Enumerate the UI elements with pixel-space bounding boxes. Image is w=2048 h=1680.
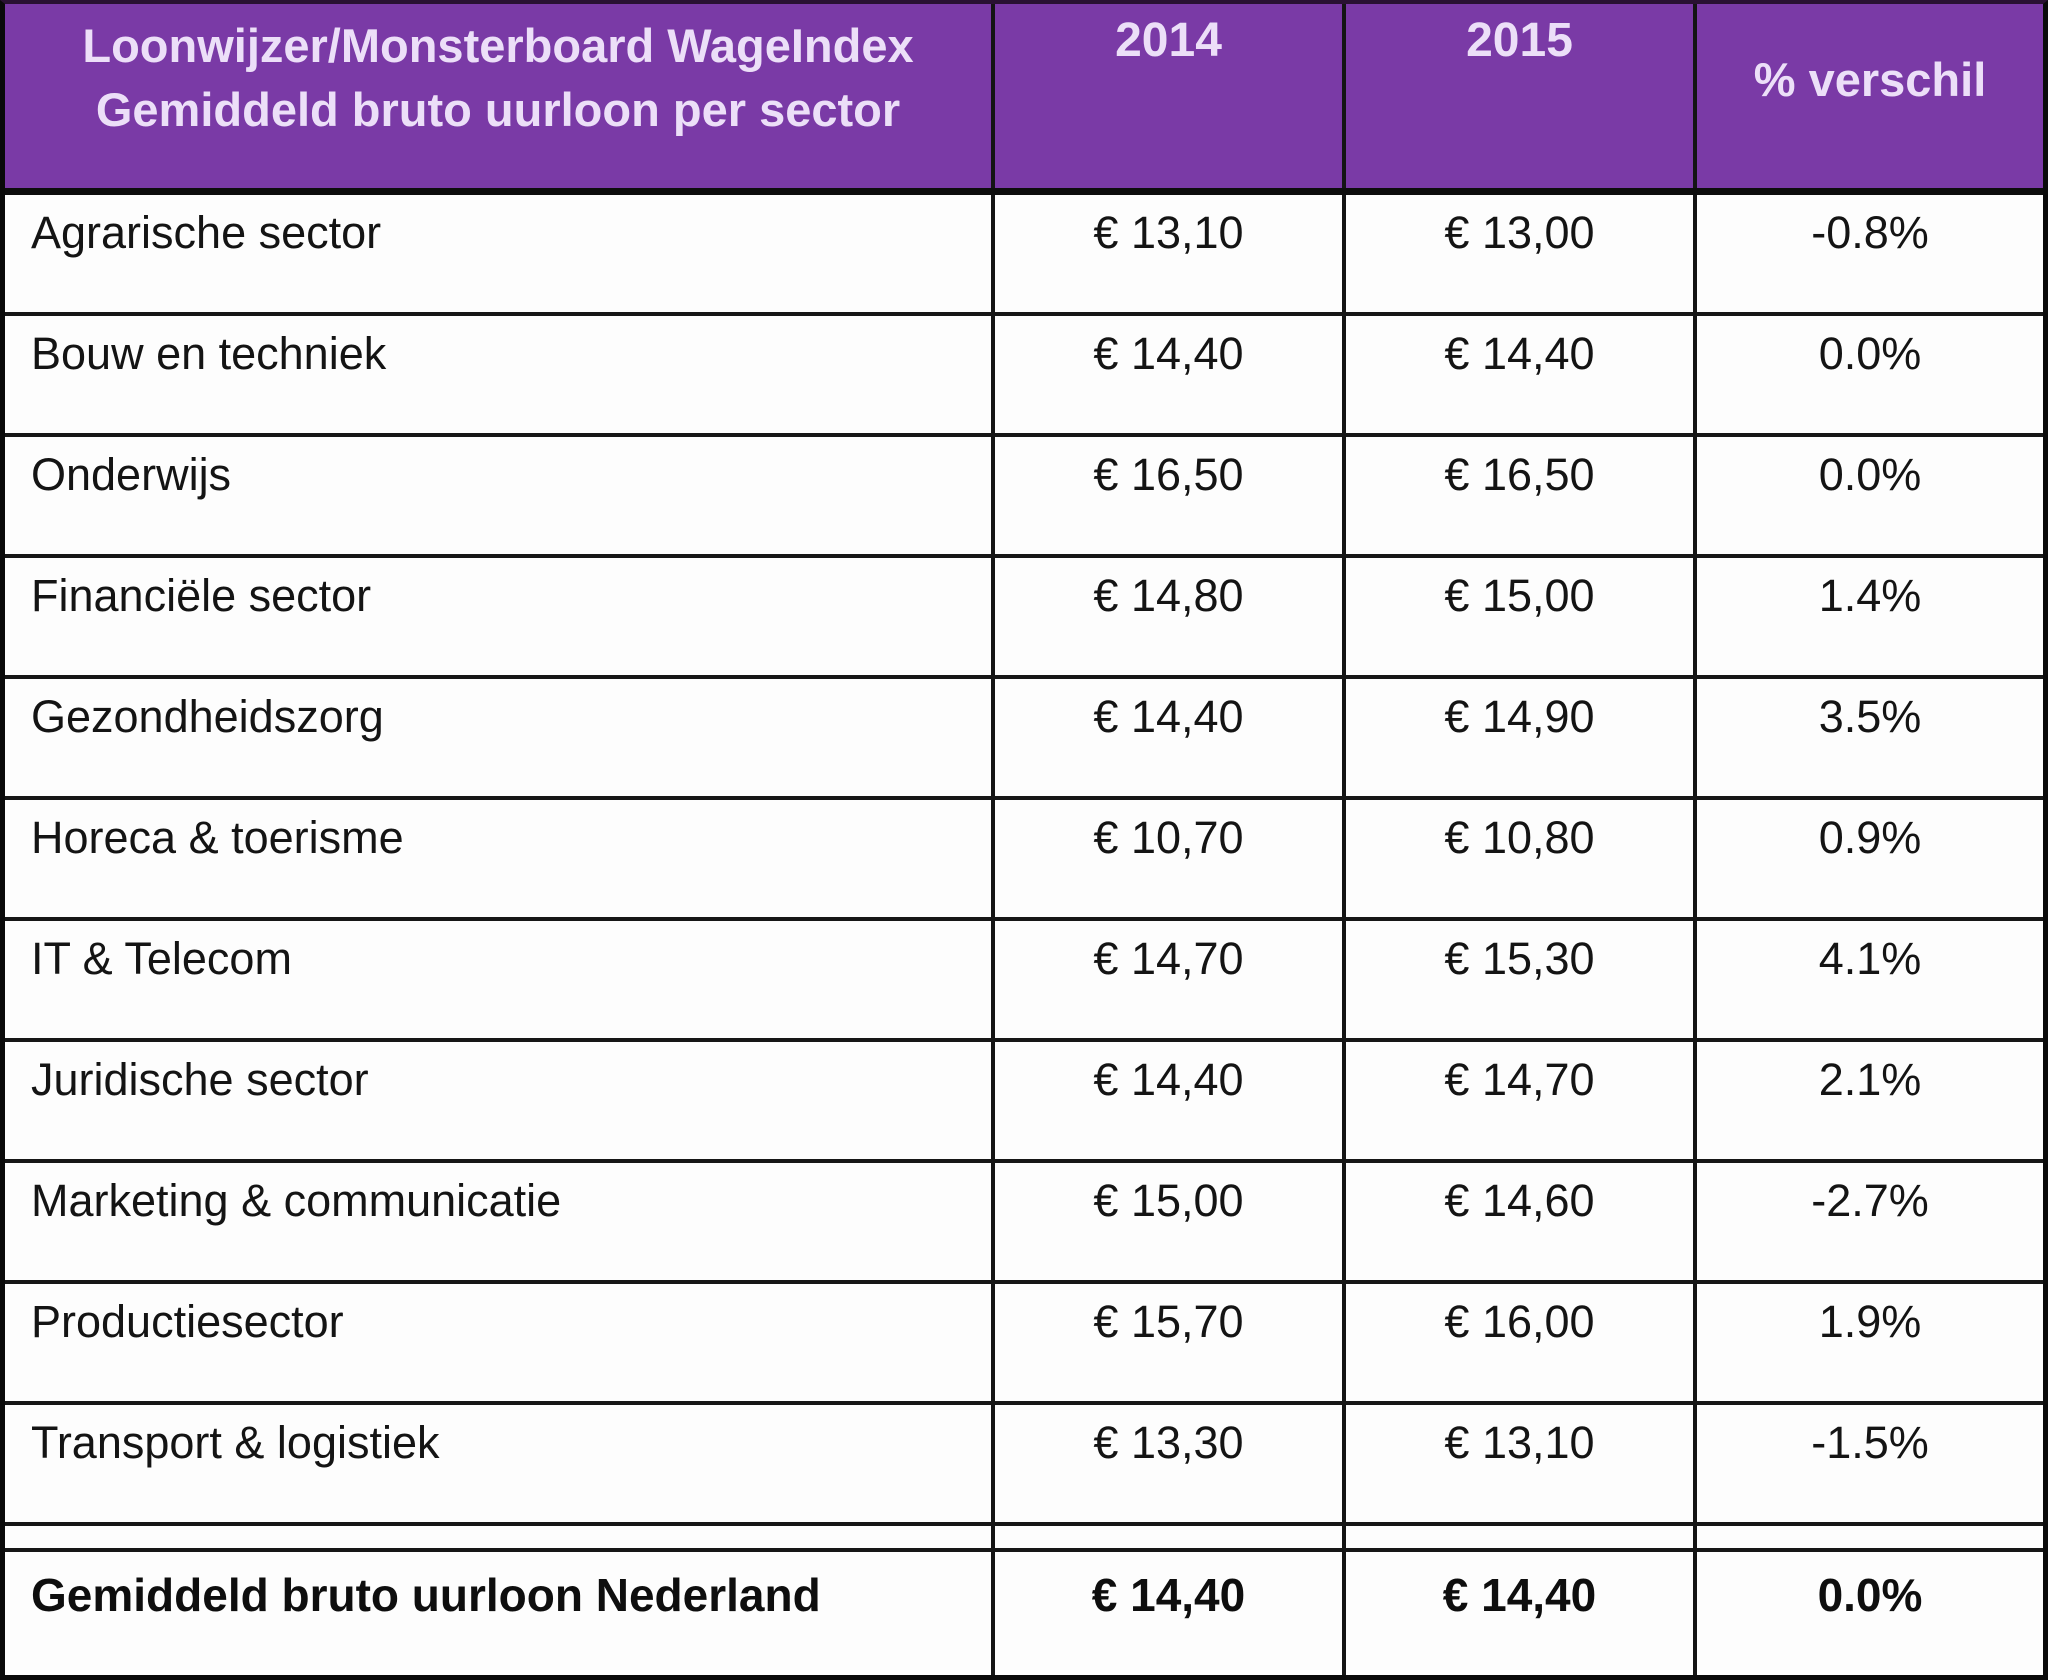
column-header-percent-verschil: % verschil <box>1693 4 2043 188</box>
wage-2014-cell: € 15,00 <box>991 1163 1342 1280</box>
wage-2015-cell: € 13,10 <box>1342 1405 1693 1522</box>
wage-2014-cell: € 14,80 <box>991 558 1342 675</box>
wage-2015-cell: € 14,60 <box>1342 1163 1693 1280</box>
diff-cell: 0.0% <box>1693 437 2043 554</box>
diff-cell: -0.8% <box>1693 195 2043 312</box>
wage-2014-cell: € 16,50 <box>991 437 1342 554</box>
sector-cell: Marketing & communicatie <box>31 1175 562 1226</box>
column-header-2014: 2014 <box>991 4 1342 188</box>
diff-cell: 0.9% <box>1693 800 2043 917</box>
table-title-line1: Loonwijzer/Monsterboard WageIndex <box>82 19 914 72</box>
sector-cell: Onderwijs <box>31 449 232 500</box>
wage-2014-cell: € 15,70 <box>991 1284 1342 1401</box>
table-title: Loonwijzer/Monsterboard WageIndex Gemidd… <box>5 4 991 188</box>
diff-cell: 1.9% <box>1693 1284 2043 1401</box>
table-row: Productiesector € 15,70 € 16,00 1.9% <box>5 1284 2043 1405</box>
wage-2015-cell: € 14,40 <box>1342 316 1693 433</box>
diff-cell: 1.4% <box>1693 558 2043 675</box>
table-row: Transport & logistiek € 13,30 € 13,10 -1… <box>5 1405 2043 1526</box>
sector-cell: Juridische sector <box>31 1054 369 1105</box>
diff-cell: 0.0% <box>1693 316 2043 433</box>
sector-cell: Horeca & toerisme <box>31 812 404 863</box>
diff-cell: -2.7% <box>1693 1163 2043 1280</box>
table-row: Marketing & communicatie € 15,00 € 14,60… <box>5 1163 2043 1284</box>
wage-2015-cell: € 13,00 <box>1342 195 1693 312</box>
sector-cell: Gezondheidszorg <box>31 691 384 742</box>
wage-2014-cell: € 14,40 <box>991 679 1342 796</box>
wage-2014-cell: € 14,70 <box>991 921 1342 1038</box>
table-row: IT & Telecom € 14,70 € 15,30 4.1% <box>5 921 2043 1042</box>
wage-2014-cell: € 14,40 <box>991 316 1342 433</box>
wage-2014-cell: € 14,40 <box>991 1042 1342 1159</box>
total-label: Gemiddeld bruto uurloon Nederland <box>31 1569 821 1621</box>
table-row: Gezondheidszorg € 14,40 € 14,90 3.5% <box>5 679 2043 800</box>
diff-cell: 3.5% <box>1693 679 2043 796</box>
wage-2015-cell: € 16,00 <box>1342 1284 1693 1401</box>
table-row: Agrarische sector € 13,10 € 13,00 -0.8% <box>5 195 2043 316</box>
wage-2015-cell: € 14,90 <box>1342 679 1693 796</box>
total-diff-value: 0.0% <box>1693 1552 2043 1675</box>
wage-2015-cell: € 14,70 <box>1342 1042 1693 1159</box>
diff-cell: 4.1% <box>1693 921 2043 1038</box>
table-row: Financiële sector € 14,80 € 15,00 1.4% <box>5 558 2043 679</box>
table-row: Juridische sector € 14,40 € 14,70 2.1% <box>5 1042 2043 1163</box>
diff-cell: -1.5% <box>1693 1405 2043 1522</box>
sector-cell: Bouw en techniek <box>31 328 387 379</box>
sector-cell: Transport & logistiek <box>31 1417 440 1468</box>
wage-2015-cell: € 15,30 <box>1342 921 1693 1038</box>
table-header-row: Loonwijzer/Monsterboard WageIndex Gemidd… <box>5 4 2043 195</box>
wage-2014-cell: € 13,10 <box>991 195 1342 312</box>
wage-2015-cell: € 15,00 <box>1342 558 1693 675</box>
sector-cell: Productiesector <box>31 1296 344 1347</box>
table-row: Horeca & toerisme € 10,70 € 10,80 0.9% <box>5 800 2043 921</box>
sector-cell: Financiële sector <box>31 570 372 621</box>
table-title-line2: Gemiddeld bruto uurloon per sector <box>95 83 901 136</box>
sector-cell: Agrarische sector <box>31 207 382 258</box>
wage-2014-cell: € 13,30 <box>991 1405 1342 1522</box>
table-row: Bouw en techniek € 14,40 € 14,40 0.0% <box>5 316 2043 437</box>
column-header-2015: 2015 <box>1342 4 1693 188</box>
sector-cell: IT & Telecom <box>31 933 292 984</box>
wage-2015-cell: € 10,80 <box>1342 800 1693 917</box>
wage-2015-cell: € 16,50 <box>1342 437 1693 554</box>
total-row: Gemiddeld bruto uurloon Nederland € 14,4… <box>5 1552 2043 1675</box>
table-row: Onderwijs € 16,50 € 16,50 0.0% <box>5 437 2043 558</box>
diff-cell: 2.1% <box>1693 1042 2043 1159</box>
wage-2014-cell: € 10,70 <box>991 800 1342 917</box>
double-line-separator <box>5 1526 2043 1552</box>
total-2014-value: € 14,40 <box>991 1552 1342 1675</box>
total-2015-value: € 14,40 <box>1342 1552 1693 1675</box>
